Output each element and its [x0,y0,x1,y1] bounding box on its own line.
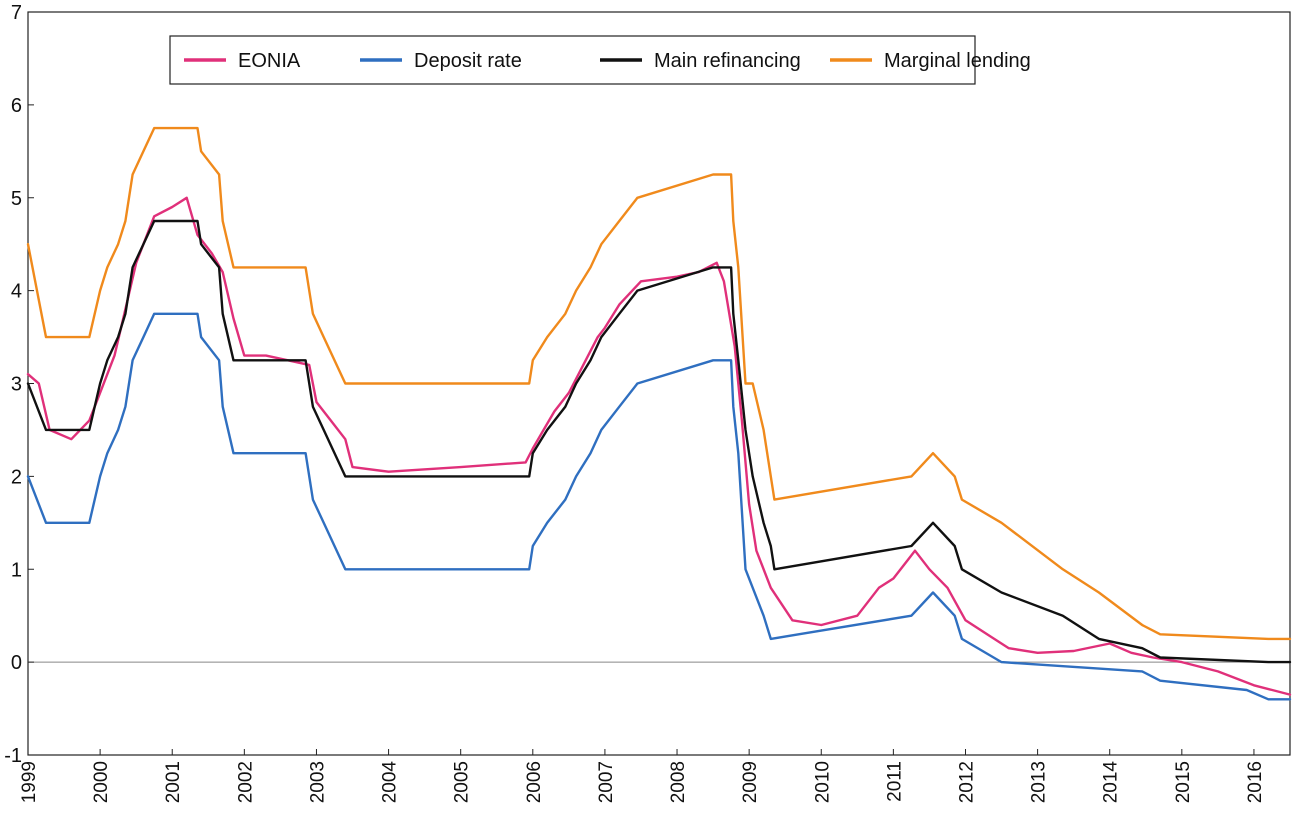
x-tick-label: 2004 [380,761,401,804]
y-tick-label: 7 [11,2,22,24]
x-tick-label: 2000 [91,761,112,803]
x-tick-label: 2003 [307,761,328,803]
y-tick-label: -1 [4,745,22,767]
legend-label-deposit-rate: Deposit rate [414,50,522,72]
y-tick-label: 2 [11,466,22,488]
legend-label-marginal-lending: Marginal lending [884,50,1031,72]
y-tick-label: 6 [11,95,22,117]
y-axis: -1 0 1 2 3 4 5 6 7 [4,2,34,767]
x-tick-label: 2006 [524,761,545,803]
y-tick-label: 3 [11,374,22,396]
y-tick-label: 0 [11,652,22,674]
x-tick-label: 2009 [740,761,761,803]
series-line-marginal-lending [26,126,1292,641]
legend: EONIA Deposit rate Main refinancing Margina… [169,35,1031,85]
series-line-main-refinancing [26,219,1292,664]
y-tick-label: 5 [11,188,22,210]
x-tick-label: 2010 [812,761,833,803]
series-line-deposit-rate [26,312,1292,701]
y-tick-label: 1 [11,559,22,581]
legend-label-eonia: EONIA [238,50,301,72]
x-tick-label: 2015 [1173,761,1194,803]
x-tick-label: 2016 [1245,761,1266,803]
x-tick-label: 2007 [596,761,617,803]
x-tick-label: 2001 [163,761,184,803]
y-tick-label: 4 [11,281,22,303]
x-tick-label: 2014 [1101,761,1122,804]
series-lines [26,126,1292,701]
x-tick-label: 2008 [668,761,689,803]
x-tick-label: 2002 [235,761,256,803]
x-tick-label: 1999 [19,761,40,803]
x-tick-label: 2013 [1029,761,1050,803]
series-line-eonia [26,196,1292,696]
legend-label-main-refinancing: Main refinancing [654,50,801,72]
x-tick-label: 2011 [884,761,905,802]
x-tick-label: 2005 [452,761,473,803]
x-tick-label: 2012 [956,761,977,803]
x-axis: 1999 2000 2001 2002 2003 2004 2005 2006 2007 2008… [19,749,1266,803]
